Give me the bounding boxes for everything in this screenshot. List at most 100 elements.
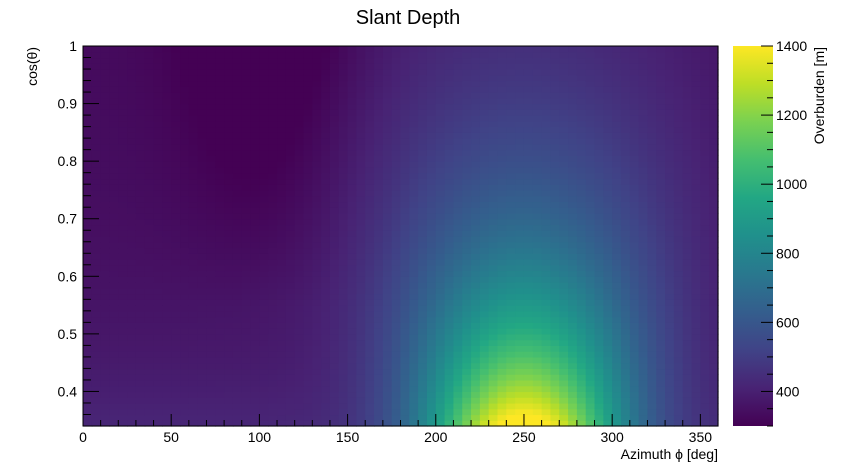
heatmap-cell: [691, 385, 701, 393]
heatmap-cell: [426, 132, 437, 139]
heatmap-cell: [682, 236, 693, 243]
heatmap-cell: [665, 247, 675, 254]
heatmap-cell: [294, 241, 305, 249]
heatmap-cell: [312, 46, 322, 53]
heatmap-cell: [268, 316, 278, 323]
heatmap-cell: [709, 172, 719, 180]
heatmap-cell: [682, 212, 693, 220]
heatmap-cell: [206, 212, 216, 220]
heatmap-cell: [144, 241, 155, 249]
heatmap-cell: [673, 287, 684, 295]
heatmap-cell: [585, 293, 596, 300]
heatmap-cell: [444, 224, 455, 231]
heatmap-cell: [91, 379, 102, 387]
heatmap-cell: [515, 362, 525, 370]
heatmap-cell: [285, 86, 296, 93]
heatmap-cell: [162, 374, 172, 381]
heatmap-cell: [647, 80, 657, 87]
heatmap-cell: [268, 92, 278, 99]
x-tick-label: 50: [163, 429, 179, 445]
heatmap-cell: [515, 345, 525, 352]
heatmap-cell: [338, 379, 349, 387]
heatmap-cell: [629, 333, 640, 341]
heatmap-cell: [400, 253, 410, 260]
heatmap-cell: [224, 322, 234, 329]
heatmap-cell: [303, 241, 313, 249]
heatmap-cell: [462, 402, 472, 410]
heatmap-cell: [497, 212, 507, 220]
heatmap-cell: [215, 115, 225, 122]
heatmap-cell: [356, 247, 366, 254]
heatmap-cell: [303, 126, 313, 133]
heatmap-cell: [471, 259, 481, 266]
heatmap-cell: [418, 276, 428, 283]
heatmap-cell: [382, 115, 393, 122]
heatmap-cell: [700, 402, 710, 410]
heatmap-cell: [215, 189, 225, 197]
heatmap-cell: [471, 264, 481, 272]
heatmap-cell: [585, 57, 596, 64]
heatmap-cell: [224, 368, 234, 375]
heatmap-cell: [180, 241, 190, 249]
heatmap-cell: [453, 155, 463, 162]
heatmap-cell: [135, 305, 146, 312]
heatmap-cell: [400, 189, 410, 197]
heatmap-cell: [259, 115, 269, 122]
heatmap-cell: [418, 408, 428, 416]
heatmap-cell: [224, 143, 234, 151]
heatmap-cell: [612, 46, 622, 53]
heatmap-cell: [426, 218, 437, 226]
heatmap-cell: [700, 74, 710, 82]
heatmap-cell: [294, 230, 305, 237]
heatmap-cell: [259, 276, 269, 283]
heatmap-cell: [479, 264, 490, 272]
heatmap-cell: [691, 201, 701, 208]
heatmap-cell: [665, 184, 675, 191]
heatmap-cell: [374, 138, 384, 145]
heatmap-cell: [197, 195, 208, 203]
heatmap-cell: [241, 120, 252, 128]
heatmap-cell: [382, 270, 393, 277]
heatmap-cell: [312, 149, 322, 156]
heatmap-cell: [312, 299, 322, 306]
heatmap-cell: [259, 236, 269, 243]
heatmap-cell: [215, 305, 225, 312]
heatmap-cell: [444, 126, 455, 133]
heatmap-cell: [497, 184, 507, 191]
heatmap-cell: [594, 230, 604, 237]
heatmap-cell: [647, 351, 657, 358]
heatmap-cell: [471, 51, 481, 59]
heatmap-cell: [118, 178, 128, 185]
heatmap-cell: [665, 178, 675, 185]
heatmap-cell: [559, 322, 569, 329]
heatmap-cell: [382, 230, 393, 237]
heatmap-cell: [620, 351, 631, 358]
heatmap-cell: [532, 155, 543, 162]
heatmap-cell: [197, 374, 208, 381]
heatmap-cell: [426, 69, 437, 76]
heatmap-cell: [444, 333, 455, 341]
heatmap-cell: [479, 316, 490, 323]
heatmap-cell: [153, 138, 163, 145]
heatmap-cell: [91, 253, 102, 260]
heatmap-cell: [382, 201, 393, 208]
heatmap-cell: [647, 287, 657, 295]
heatmap-cell: [603, 374, 613, 381]
heatmap-cell: [515, 155, 525, 162]
heatmap-cell: [109, 362, 119, 370]
heatmap-cell: [294, 420, 305, 427]
heatmap-cell: [294, 259, 305, 266]
heatmap-cell: [188, 282, 199, 289]
heatmap-cell: [444, 305, 455, 312]
heatmap-cell: [462, 362, 472, 370]
heatmap-cell: [268, 322, 278, 329]
heatmap-cell: [515, 218, 525, 226]
heatmap-cell: [180, 402, 190, 410]
heatmap-cell: [665, 74, 675, 82]
heatmap-cell: [629, 46, 640, 53]
heatmap-cell: [91, 92, 102, 99]
heatmap-cell: [665, 305, 675, 312]
heatmap-cell: [338, 92, 349, 99]
heatmap-cell: [100, 356, 111, 364]
heatmap-cell: [709, 51, 719, 59]
